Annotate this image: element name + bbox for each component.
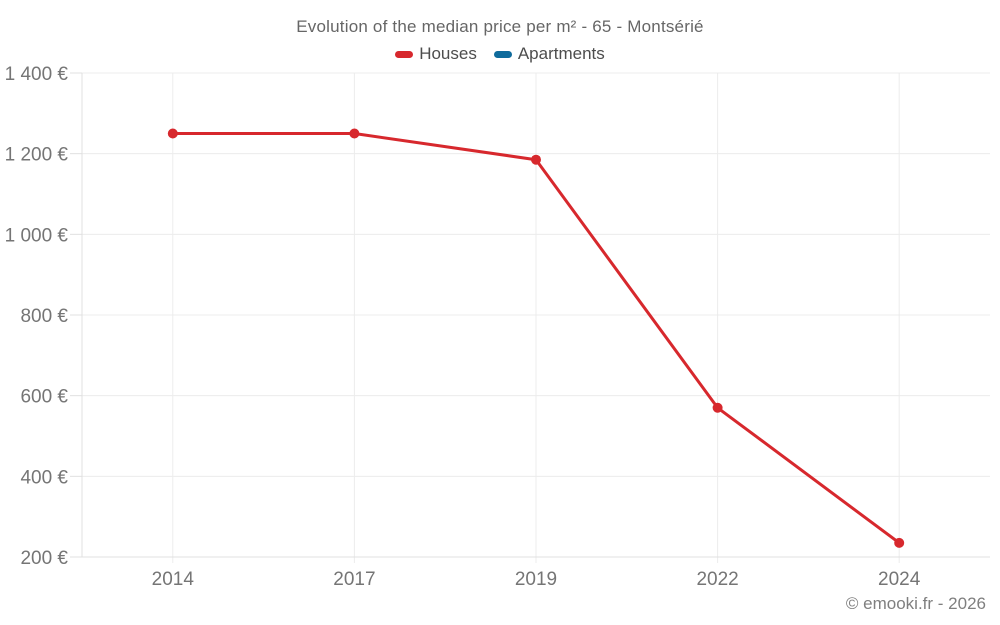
y-axis-label-800: 800 € [20, 306, 68, 327]
y-axis-label-200: 200 € [20, 548, 68, 569]
y-axis-label-1200: 1 200 € [5, 145, 69, 166]
x-axis-label-2019: 2019 [515, 569, 557, 590]
legend-item-houses[interactable]: Houses [395, 44, 477, 64]
x-axis-label-2024: 2024 [878, 569, 921, 590]
y-axis-label-1000: 1 000 € [5, 225, 69, 246]
houses-point-2024[interactable] [894, 537, 905, 548]
y-axis-label-600: 600 € [20, 387, 68, 408]
legend: Houses Apartments [0, 44, 1000, 64]
x-axis-label-2022: 2022 [696, 569, 738, 590]
legend-item-apartments[interactable]: Apartments [493, 44, 605, 64]
apartments-legend-label: Apartments [517, 44, 605, 63]
houses-point-2014[interactable] [167, 128, 178, 139]
y-axis-label-1400: 1 400 € [5, 64, 69, 85]
houses-point-2022[interactable] [712, 402, 723, 413]
houses-swatch-icon [395, 50, 414, 58]
houses-legend-label: Houses [419, 44, 477, 63]
y-axis-label-400: 400 € [20, 467, 68, 488]
copyright-footer: © emooki.fr - 2026 [845, 594, 986, 613]
houses-point-2019[interactable] [531, 154, 541, 165]
houses-point-2017[interactable] [349, 128, 360, 139]
x-axis-label-2017: 2017 [333, 569, 375, 590]
x-axis-label-2014: 2014 [152, 569, 195, 590]
chart-title: Evolution of the median price per m² - 6… [296, 17, 704, 36]
apartments-swatch-icon [493, 50, 512, 58]
